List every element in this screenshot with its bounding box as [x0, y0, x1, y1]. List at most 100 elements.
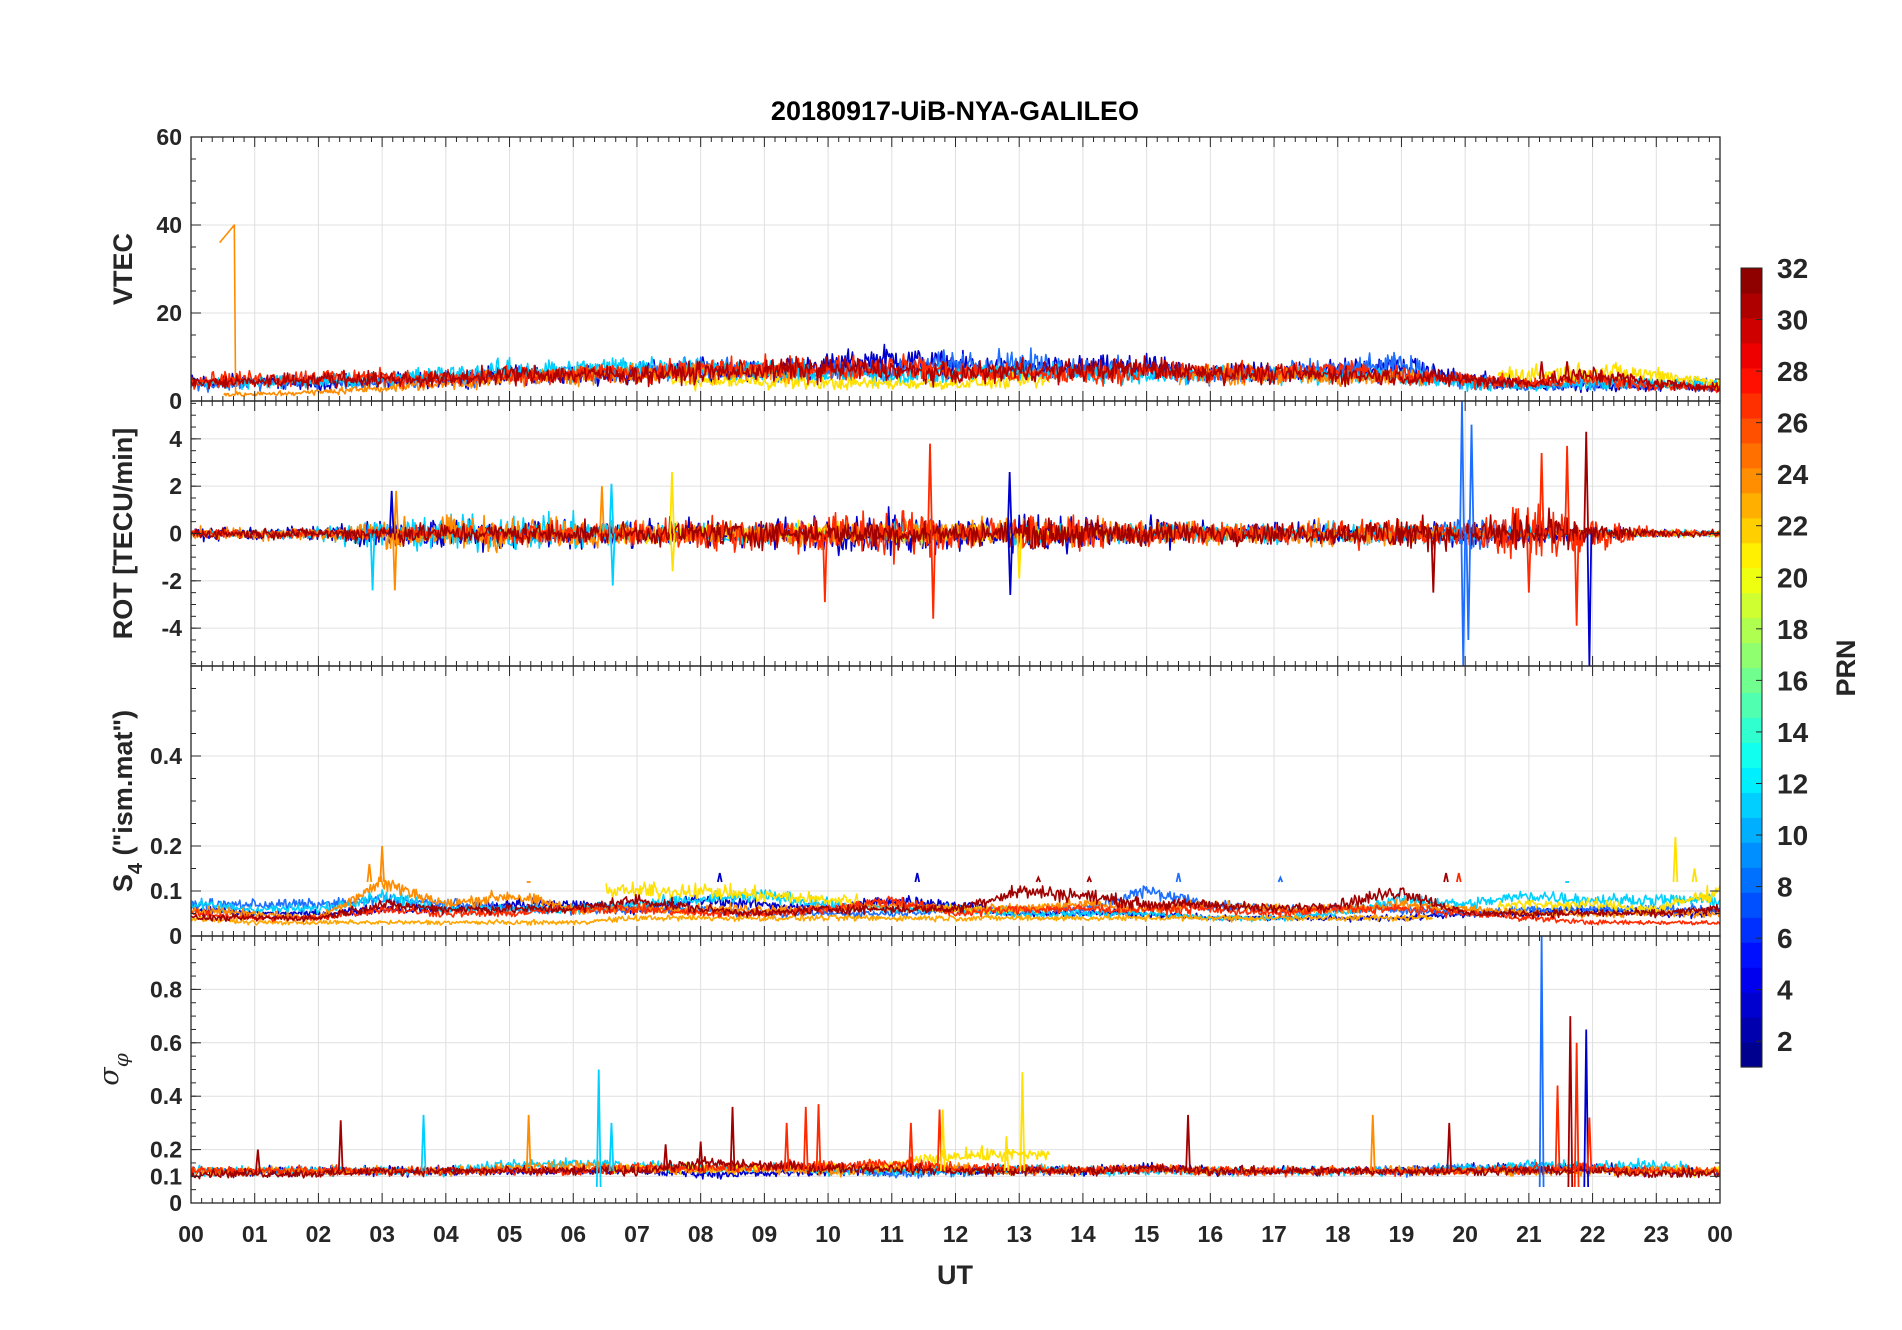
- x-tick-label: 15: [1134, 1221, 1160, 1247]
- colorbar-tick-label: 2: [1777, 1026, 1793, 1057]
- spike: [1554, 1085, 1561, 1171]
- spike: [1006, 471, 1013, 534]
- y-tick-label: 0.4: [150, 1083, 182, 1109]
- x-tick-label: 00: [1707, 1221, 1733, 1247]
- x-tick-label: 02: [306, 1221, 332, 1247]
- panel-vtec: 0 20 40 60 VTEC: [108, 124, 1721, 414]
- y-label-sub: 4: [125, 862, 147, 874]
- spike: [595, 1069, 602, 1187]
- x-tick-label: 12: [943, 1221, 969, 1247]
- spike: [697, 1141, 704, 1172]
- colorbar-tick-label: 16: [1777, 665, 1808, 696]
- y-tick-label: 0: [169, 388, 182, 414]
- colorbar-band: [1741, 442, 1762, 469]
- spike: [1465, 533, 1472, 640]
- series-group: [191, 401, 1720, 666]
- x-tick-label: 05: [497, 1221, 523, 1247]
- spike: [1175, 872, 1182, 883]
- colorbar-tick-label: 28: [1777, 356, 1808, 387]
- x-tick-label: 18: [1325, 1221, 1351, 1247]
- y-tick-label: 0.2: [150, 833, 182, 859]
- colorbar-band: [1741, 1042, 1762, 1068]
- spike: [1369, 1114, 1376, 1171]
- x-tick-label: 06: [560, 1221, 586, 1247]
- colorbar-band: [1741, 642, 1762, 669]
- colorbar-tick-label: 18: [1777, 614, 1808, 645]
- colorbar-tick-label: 12: [1777, 768, 1808, 799]
- spike: [1538, 453, 1545, 534]
- spike: [1443, 872, 1449, 883]
- spike: [1086, 875, 1093, 883]
- spike: [1007, 533, 1014, 596]
- spike: [914, 872, 921, 883]
- y-tick-label: -2: [162, 568, 182, 594]
- colorbar-tick-label: 10: [1777, 820, 1808, 851]
- spike: [908, 1122, 914, 1171]
- spike: [930, 533, 937, 619]
- spike: [1564, 445, 1570, 534]
- series-group: [191, 936, 1720, 1187]
- spike: [1016, 533, 1023, 579]
- spike: [1691, 868, 1698, 883]
- spike: [920, 359, 927, 380]
- spike: [1430, 533, 1437, 593]
- colorbar-band: [1741, 917, 1762, 943]
- y-label-main: σ: [94, 1066, 125, 1086]
- colorbar-band: [1741, 867, 1762, 893]
- colorbar-tick-label: 24: [1777, 459, 1809, 490]
- colorbar-tick-label: 22: [1777, 511, 1808, 542]
- colorbar-band: [1741, 817, 1762, 843]
- colorbar-tick-label: 26: [1777, 408, 1808, 439]
- panel-sigma: 00.10.2 0.4 0.6 0.8 σφ: [94, 935, 1721, 1216]
- x-tick-label: 01: [242, 1221, 268, 1247]
- colorbar-band: [1741, 742, 1762, 768]
- y-axis-label-s4: S4 ("ism.mat"): [108, 710, 147, 892]
- y-tick-label: 0.1: [150, 878, 182, 904]
- spike: [366, 863, 373, 883]
- spike: [1586, 1117, 1593, 1171]
- chart-title: 20180917-UiB-NYA-GALILEO: [771, 96, 1139, 126]
- panel-s4: 00.10.20.4S4 ("ism.mat"): [108, 665, 1721, 949]
- colorbar-band: [1741, 367, 1762, 394]
- spike: [1567, 1016, 1574, 1187]
- colorbar-band: [1741, 567, 1762, 594]
- colorbar-band: [1741, 268, 1762, 294]
- spike: [609, 533, 616, 586]
- colorbar-band: [1741, 692, 1762, 719]
- panel-rot: -4 -2 0 2 4 ROT [TECU/min]: [108, 400, 1721, 667]
- y-tick-label: 0.4: [150, 743, 182, 769]
- colorbar-band: [1741, 992, 1762, 1018]
- spike: [1460, 533, 1467, 666]
- colorbar-band: [1741, 417, 1762, 444]
- y-axis-label-vtec: VTEC: [108, 233, 138, 305]
- spike: [1035, 875, 1042, 883]
- spike: [822, 533, 828, 603]
- spike: [608, 483, 615, 534]
- series-prn-30: [191, 355, 1720, 393]
- y-tick-label: 4: [169, 426, 182, 452]
- y-label-sub: φ: [109, 1053, 133, 1067]
- colorbar-band: [1741, 792, 1762, 818]
- spike: [1003, 1136, 1010, 1172]
- colorbar-band: [1741, 542, 1762, 569]
- colorbar-tick-label: 6: [1777, 923, 1793, 954]
- spike: [1538, 936, 1545, 1187]
- spike: [1526, 533, 1532, 593]
- spike: [729, 1106, 736, 1171]
- spike: [388, 490, 395, 534]
- series-group: [191, 836, 1720, 926]
- spike: [379, 845, 385, 883]
- x-tick-label: 04: [433, 1221, 459, 1247]
- spike: [525, 1114, 532, 1171]
- spike: [608, 1122, 615, 1171]
- series-prn-27: [191, 895, 1720, 926]
- x-tick-label: 13: [1006, 1221, 1032, 1247]
- spike: [1564, 361, 1570, 380]
- x-tick-label: 21: [1516, 1221, 1542, 1247]
- y-tick-label: 0.1: [150, 1163, 182, 1189]
- colorbar-band: [1741, 517, 1762, 544]
- series-prn-30: [191, 884, 1720, 923]
- spike: [815, 1104, 822, 1171]
- y-tick-label: 0.2: [150, 1137, 182, 1163]
- spike: [1277, 875, 1284, 883]
